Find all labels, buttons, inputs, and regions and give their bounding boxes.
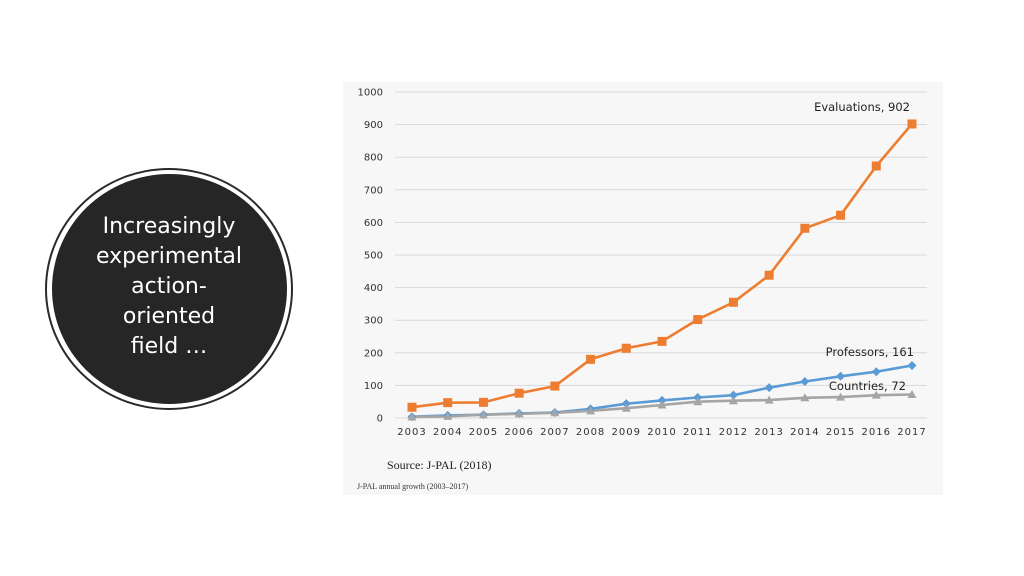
x-tick-label: 2012 [719,427,748,438]
data-point-countries [586,406,596,415]
y-tick-label: 400 [364,283,383,294]
data-point-evaluations [621,343,631,353]
end-label-countries: Countries, 72 [829,379,906,393]
callout-line: experimental [96,244,242,269]
data-point-countries [443,411,453,420]
x-tick-label: 2005 [469,427,498,438]
data-point-evaluations [550,381,560,391]
data-point-evaluations [407,402,417,412]
callout-line: oriented [122,304,216,329]
y-tick-label: 300 [364,316,383,327]
y-tick-label: 500 [364,251,383,262]
x-tick-label: 2010 [647,427,676,438]
series-line-evaluations [411,123,913,409]
data-point-professors [657,395,667,405]
y-tick-label: 600 [364,218,383,229]
callout-line: Increasingly [102,214,236,239]
data-point-evaluations [907,119,917,129]
data-point-evaluations [836,210,846,220]
y-tick-label: 700 [364,185,383,196]
data-point-professors [621,399,631,409]
x-tick-label: 2007 [540,427,569,438]
data-point-professors [836,371,846,381]
data-point-countries [550,408,560,417]
y-tick-label: 0 [377,414,383,425]
data-point-countries [764,395,774,404]
x-tick-label: 2013 [754,427,783,438]
data-point-countries [621,403,631,412]
x-tick-label: 2004 [433,427,462,438]
data-point-countries [836,392,846,401]
callout-line: field … [130,334,208,359]
data-point-countries [514,409,524,418]
x-tick-label: 2016 [862,427,891,438]
data-point-evaluations [443,398,453,408]
x-tick-label: 2006 [504,427,533,438]
data-point-professors [800,376,810,386]
stray-mark: , [46,280,50,293]
x-tick-label: 2003 [397,427,426,438]
data-point-professors [764,383,774,393]
end-label-professors: Professors, 161 [826,345,914,359]
data-point-evaluations [871,161,881,171]
y-tick-label: 800 [364,153,383,164]
x-tick-label: 2011 [683,427,712,438]
x-tick-label: 2009 [612,427,641,438]
data-point-evaluations [800,223,810,233]
data-point-evaluations [514,388,524,398]
data-point-countries [657,400,667,409]
data-point-evaluations [764,270,774,280]
end-label-evaluations: Evaluations, 902 [814,100,910,114]
source-note: Source: J-PAL (2018) [387,458,491,472]
y-tick-label: 200 [364,348,383,359]
callout-line: action- [131,274,207,299]
x-tick-label: 2014 [790,427,819,438]
x-tick-label: 2008 [576,427,605,438]
y-tick-label: 900 [364,120,383,131]
data-point-professors [728,390,738,400]
data-point-countries [907,390,917,399]
figure-caption: J-PAL annual growth (2003–2017) [357,482,469,491]
data-point-evaluations [586,354,596,364]
callout-text: Increasingly experimental action- orient… [80,212,258,362]
callout-circle [52,174,287,404]
data-point-professors [871,367,881,377]
chart-panel [343,82,943,495]
data-point-countries [407,412,417,421]
data-point-countries [871,390,881,399]
data-point-countries [728,396,738,405]
x-tick-label: 2017 [897,427,926,438]
data-point-evaluations [693,315,703,325]
data-point-evaluations [728,297,738,307]
data-point-evaluations [478,397,488,407]
data-point-countries [478,410,488,419]
data-point-professors [907,361,917,371]
y-tick-label: 100 [364,381,383,392]
data-point-evaluations [657,336,667,346]
data-point-countries [800,393,810,402]
x-tick-label: 2015 [826,427,855,438]
data-point-countries [693,397,703,406]
y-tick-label: 1000 [358,88,383,99]
